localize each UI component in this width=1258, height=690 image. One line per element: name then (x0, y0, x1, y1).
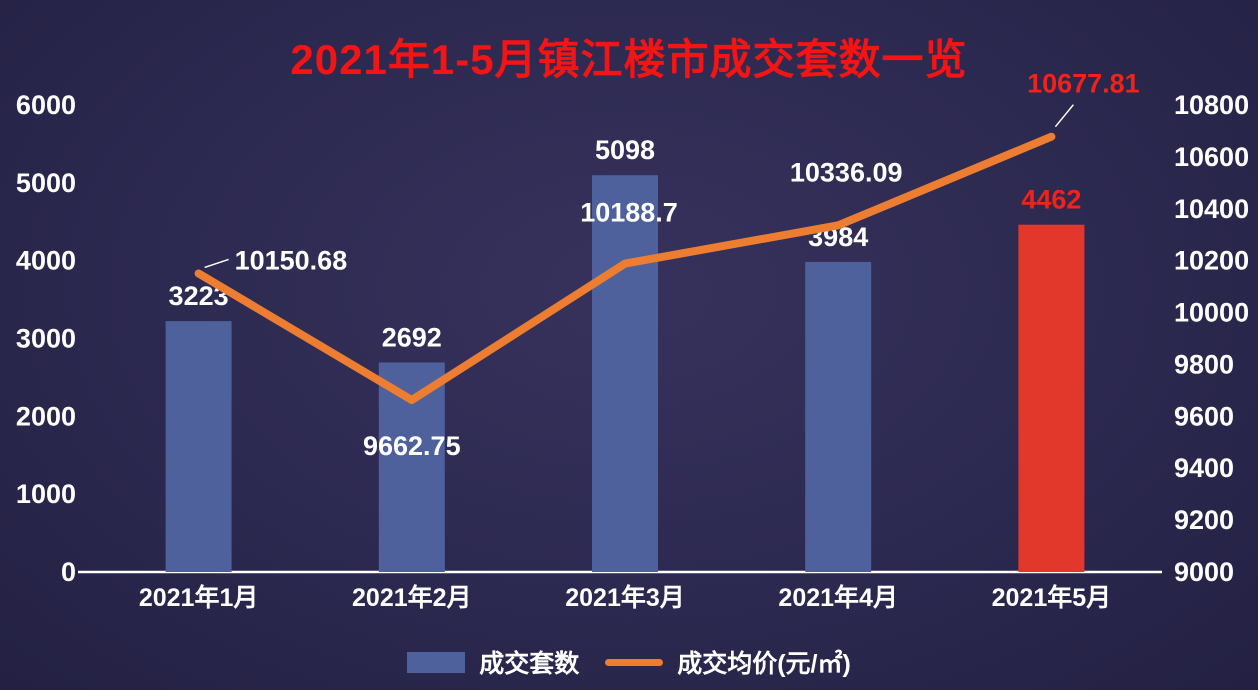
label-leader-line (204, 258, 229, 269)
bar-swatch (407, 651, 466, 673)
right-axis-tick: 9400 (1174, 453, 1234, 483)
line-value-label: 10150.68 (235, 245, 348, 275)
right-axis-tick: 10800 (1174, 90, 1249, 120)
right-axis-tick: 9600 (1174, 401, 1234, 431)
x-axis-label: 2021年4月 (778, 583, 898, 612)
left-axis-tick: 2000 (16, 401, 76, 431)
legend-label-line: 成交均价(元/㎡) (677, 650, 851, 678)
left-axis-tick: 4000 (16, 246, 76, 276)
line-value-label-highlighted: 10677.81 (1027, 69, 1140, 99)
x-axis-label: 2021年2月 (352, 583, 472, 612)
line-swatch (605, 658, 664, 666)
label-leader-line (1054, 104, 1074, 128)
right-axis-tick: 10600 (1174, 142, 1249, 172)
line-value-label: 10336.09 (790, 157, 903, 187)
line-value-label: 9662.75 (363, 431, 461, 461)
legend-label-bars: 成交套数 (479, 650, 580, 678)
chart-title: 2021年1-5月镇江楼市成交套数一览 (290, 36, 968, 83)
line-value-label: 10188.7 (580, 198, 678, 228)
left-axis-tick: 6000 (16, 90, 76, 120)
right-axis-tick: 10200 (1174, 246, 1249, 276)
right-axis-tick: 10000 (1174, 298, 1249, 328)
legend-item-line: 成交均价(元/㎡) (605, 644, 851, 680)
bar (592, 175, 658, 572)
bar-value-label: 5098 (595, 135, 655, 165)
bar-value-label: 2692 (382, 322, 442, 352)
left-axis-tick: 5000 (16, 168, 76, 198)
x-axis-label: 2021年1月 (139, 583, 259, 612)
left-axis-tick: 3000 (16, 324, 76, 354)
legend: 成交套数 成交均价(元/㎡) (0, 644, 1258, 680)
right-axis-tick: 9800 (1174, 349, 1234, 379)
right-axis-tick: 9200 (1174, 505, 1234, 535)
price-line (194, 132, 1056, 405)
bar-value-label-highlighted: 4462 (1021, 185, 1081, 215)
x-axis-label: 2021年3月 (565, 583, 685, 612)
legend-item-bars: 成交套数 (407, 644, 579, 680)
left-axis-tick: 1000 (16, 479, 76, 509)
bar (805, 261, 872, 572)
left-axis-tick: 0 (61, 557, 76, 587)
bar (378, 362, 445, 572)
right-axis-tick: 9000 (1174, 557, 1234, 587)
right-axis-tick: 10400 (1174, 194, 1249, 224)
bar-highlighted (1018, 224, 1085, 572)
x-axis-label: 2021年5月 (992, 583, 1112, 612)
bar (165, 321, 232, 572)
